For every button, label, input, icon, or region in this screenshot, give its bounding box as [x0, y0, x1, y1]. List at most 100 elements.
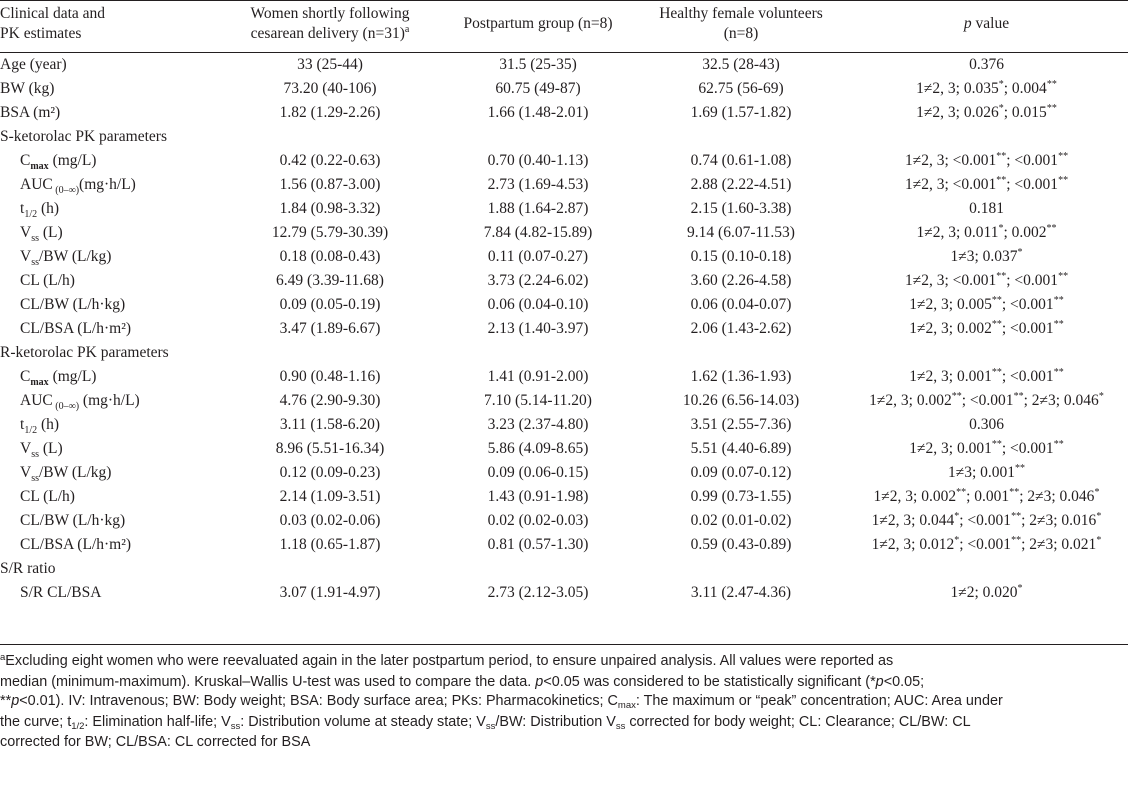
- label-subscript: ss: [31, 449, 39, 460]
- footnote-text: Excluding eight women who were reevaluat…: [5, 653, 894, 669]
- header-postpartum-group: Postpartum group (n=8): [463, 15, 613, 32]
- value-cell: 2.13 (1.40-3.97): [487, 320, 589, 337]
- p-value-cell: 1≠3; 0.037*: [845, 245, 1128, 271]
- row-label: BSA (m²): [0, 101, 60, 125]
- p-value-text: ; <0.001: [1006, 272, 1059, 289]
- footnote-subscript: ss: [485, 720, 496, 732]
- row-label: Cmax (mg/L): [20, 365, 96, 391]
- row-label: Vss (L): [20, 221, 63, 247]
- footnote-italic: p: [535, 673, 544, 690]
- footnote-text: /BW: Distribution V: [495, 713, 616, 730]
- table-row: CL/BW (L/h·kg) 0.03 (0.02-0.06) 0.02 (0.02…: [0, 509, 1128, 533]
- label-unit: (mg/L): [48, 152, 97, 169]
- table-row: Vss/BW (L/kg) 0.12 (0.09-0.23) 0.09 (0.06-…: [0, 461, 1128, 485]
- footnote-subscript: ss: [230, 720, 241, 732]
- footnote-text: : The maximum or “peak” concentration; A…: [635, 693, 1003, 709]
- label-text: C: [20, 152, 31, 169]
- label-text: CL/BW (L/h·kg): [20, 296, 126, 313]
- table-row: CL (L/h) 6.49 (3.39-11.68) 3.73 (2.24-6.02…: [0, 269, 1128, 293]
- label-text: CL (L/h): [20, 272, 75, 289]
- significance-marker: *: [1096, 535, 1102, 546]
- p-value-text: 1≠2, 3; 0.002: [873, 488, 957, 505]
- row-label: Cmax (mg/L): [20, 149, 96, 175]
- row-label: CL/BSA (L/h·m²): [20, 317, 131, 341]
- p-value-text: 1≠2, 3; 0.011: [916, 224, 999, 241]
- section-title: S-ketorolac PK parameters: [0, 128, 167, 145]
- footnote-text: median (minimum-maximum). Kruskal–Wallis…: [0, 673, 536, 690]
- row-label: CL/BW (L/h·kg): [20, 293, 125, 317]
- significance-marker: **: [996, 271, 1007, 282]
- value-cell: 0.90 (0.48-1.16): [279, 368, 381, 385]
- value-cell: 0.06 (0.04-0.07): [690, 296, 792, 313]
- value-cell: 0.02 (0.01-0.02): [690, 512, 792, 529]
- label-subscript: 1/2: [24, 425, 38, 436]
- label-text: CL/BSA (L/h·m²): [20, 536, 131, 553]
- label-unit: (L): [39, 440, 63, 457]
- value-cell: 10.26 (6.56-14.03): [682, 392, 800, 409]
- value-cell: 8.96 (5.51-16.34): [275, 440, 385, 457]
- row-label: Vss/BW (L/kg): [20, 245, 111, 271]
- p-value-text: ; 2≠3; 0.021: [1021, 536, 1097, 553]
- p-value-cell: 1≠2, 3; <0.001**; <0.001**: [845, 149, 1128, 175]
- p-value-cell: 1≠2, 3; <0.001**; <0.001**: [845, 173, 1128, 199]
- significance-marker: **: [1058, 271, 1069, 282]
- p-value-text: ; <0.001: [1001, 320, 1054, 337]
- p-value-cell: 1≠2, 3; 0.002**; <0.001**: [845, 317, 1128, 343]
- significance-marker: *: [1094, 487, 1100, 498]
- significance-marker: **: [996, 175, 1007, 186]
- row-label: Vss/BW (L/kg): [20, 461, 111, 487]
- value-cell: 0.12 (0.09-0.23): [279, 464, 381, 481]
- value-cell: 62.75 (56-69): [698, 80, 784, 97]
- footnote-marker: a: [404, 24, 410, 35]
- significance-marker: **: [1053, 439, 1064, 450]
- p-value-cell: 0.376: [845, 53, 1128, 77]
- p-value-cell: 1≠2, 3; 0.011*; 0.002**: [845, 221, 1128, 247]
- value-cell: 2.88 (2.22-4.51): [690, 176, 792, 193]
- p-value-text: 0.306: [969, 416, 1004, 433]
- footnote-line: **p<0.01). IV: Intravenous; BW: Body wei…: [0, 692, 1128, 713]
- p-value-text: ; 2≠3; 0.016: [1021, 512, 1097, 529]
- value-cell: 0.02 (0.02-0.03): [487, 512, 589, 529]
- significance-marker: **: [1009, 487, 1020, 498]
- value-cell: 3.60 (2.26-4.58): [690, 272, 792, 289]
- header-line: PK estimates: [0, 25, 82, 42]
- header-line: Healthy female volunteers: [659, 5, 823, 22]
- label-text: AUC: [20, 176, 53, 193]
- p-value-text: 1≠2, 3; 0.035: [916, 80, 999, 97]
- p-value-text: ; 0.004: [1003, 80, 1047, 97]
- significance-marker: *: [998, 103, 1004, 114]
- section-title: S/R ratio: [0, 560, 56, 577]
- label-text: V: [20, 248, 32, 265]
- header-line: (n=8): [723, 25, 759, 42]
- section-header-row: S-ketorolac PK parameters: [0, 125, 1128, 149]
- p-value-cell: 1≠2, 3; 0.002**; 0.001**; 2≠3; 0.046*: [845, 485, 1128, 511]
- header-healthy-volunteers: Healthy female volunteers (n=8): [636, 4, 846, 44]
- value-cell: 31.5 (25-35): [499, 56, 577, 73]
- value-cell: 3.11 (1.58-6.20): [279, 416, 381, 433]
- value-cell: 60.75 (49-87): [495, 80, 581, 97]
- significance-marker: **: [1046, 79, 1057, 90]
- p-value-text: ; <0.001: [959, 536, 1012, 553]
- p-value-text: ; 0.015: [1003, 104, 1047, 121]
- table-row: AUC (0–∞)(mg·h/L) 1.56 (0.87-3.00) 2.73 (1…: [0, 173, 1128, 197]
- table-footnote: aExcluding eight women who were reevalua…: [0, 652, 1128, 753]
- value-cell: 1.69 (1.57-1.82): [690, 104, 792, 121]
- value-cell: 5.86 (4.09-8.65): [487, 440, 589, 457]
- p-value-cell: 1≠2, 3; 0.035*; 0.004**: [845, 77, 1128, 103]
- footnote-text: the curve; t: [0, 713, 72, 730]
- significance-marker: **: [991, 439, 1002, 450]
- p-value-text: 1≠2, 3; 0.001: [909, 368, 992, 385]
- p-value-text: ; <0.001: [1001, 296, 1054, 313]
- value-cell: 0.99 (0.73-1.55): [690, 488, 792, 505]
- p-value-cell: 0.306: [845, 413, 1128, 437]
- p-value-text: 1≠2, 3; 0.012: [871, 536, 955, 553]
- label-unit: (h): [37, 416, 60, 433]
- label-subscript: max: [30, 377, 49, 388]
- value-cell: 7.84 (4.82-15.89): [483, 224, 593, 241]
- p-value-text: 1≠2, 3; 0.005: [909, 296, 992, 313]
- value-cell: 0.06 (0.04-0.10): [487, 296, 589, 313]
- table-header: Clinical data and PK estimates Women sho…: [0, 0, 1128, 52]
- label-subscript: ss: [31, 233, 39, 244]
- header-line: Women shortly following: [250, 5, 410, 22]
- section-header-row: R-ketorolac PK parameters: [0, 341, 1128, 365]
